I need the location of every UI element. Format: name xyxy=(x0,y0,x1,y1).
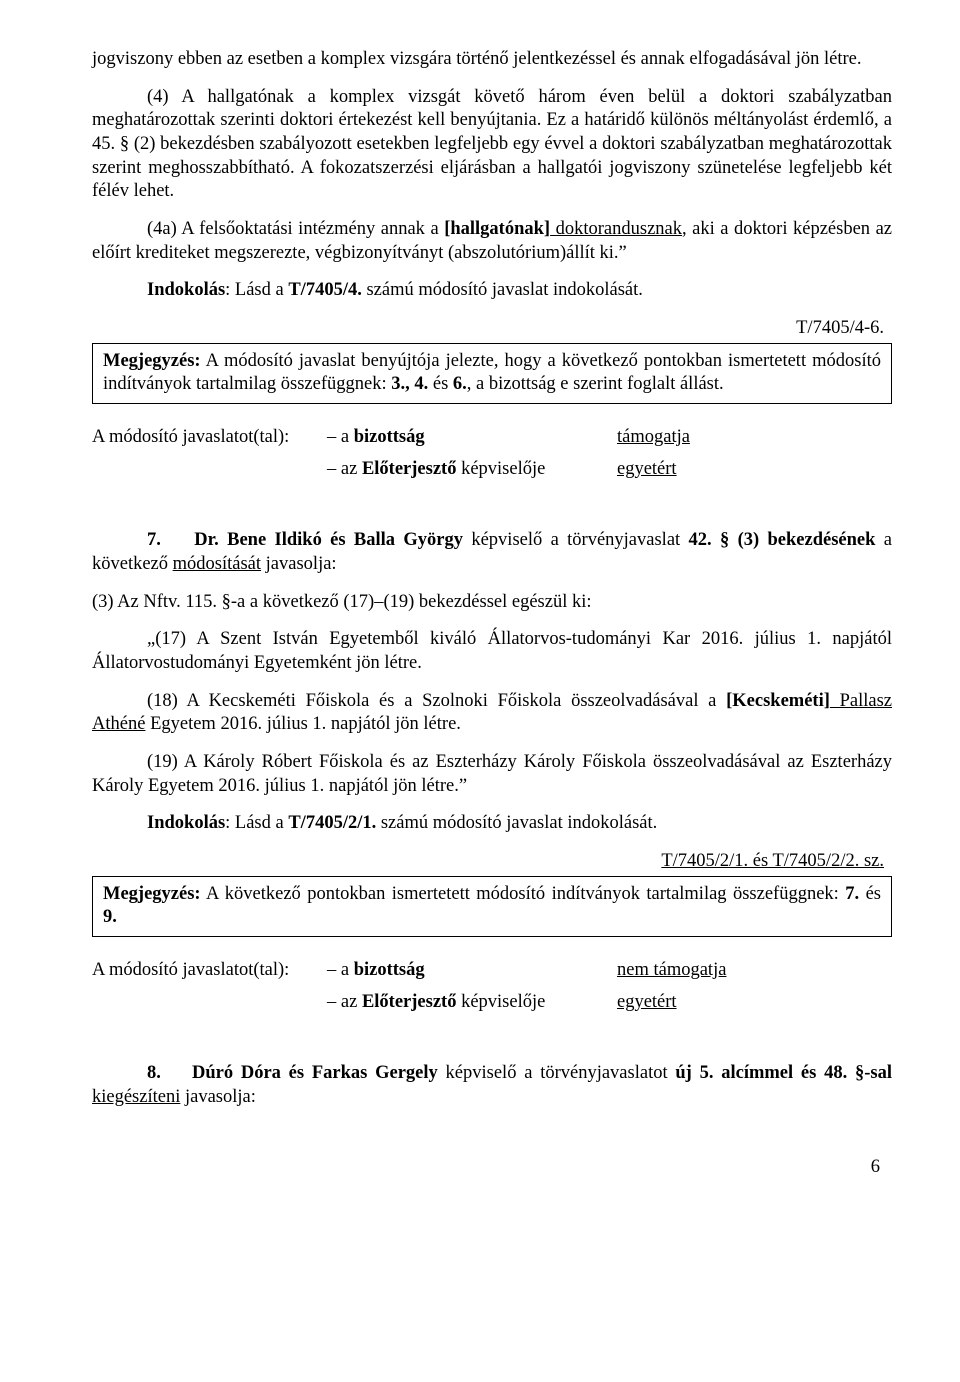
text: képviselő a törvényjavaslat xyxy=(463,530,689,550)
text-bold: 9. xyxy=(103,907,117,927)
vote-entity: – az Előterjesztő képviselője xyxy=(327,458,617,482)
text-underline: nem támogatja xyxy=(617,960,726,980)
text: és xyxy=(428,374,453,394)
text-underline: egyetért xyxy=(617,459,677,479)
text: képviselő a törvényjavaslatot xyxy=(438,1063,676,1083)
text-bold: T/7405/2/1. xyxy=(288,813,376,833)
text-bold: bizottság xyxy=(354,960,425,980)
reference-1: T/7405/4-6. xyxy=(92,317,884,341)
text: számú módosító javaslat indokolását. xyxy=(362,280,643,300)
vote-row-committee-2: A módosító javaslatot(tal): – a bizottsá… xyxy=(92,959,892,983)
text: javasolja: xyxy=(261,554,337,574)
vote-value: támogatja xyxy=(617,426,892,450)
text-bold: [hallgatónak] xyxy=(444,219,550,239)
note-text: Megjegyzés: A módosító javaslat benyújtó… xyxy=(103,350,881,397)
note-text: Megjegyzés: A következő pontokban ismert… xyxy=(103,883,881,930)
text-underline: egyetért xyxy=(617,992,677,1012)
text: (4a) A felsőoktatási intézmény annak a xyxy=(147,219,444,239)
vote-entity: – a bizottság xyxy=(327,959,617,983)
text-bold: Indokolás xyxy=(147,813,225,833)
indokolas-2: Indokolás: Lásd a T/7405/2/1. számú módo… xyxy=(92,812,892,836)
text: képviselője xyxy=(456,459,545,479)
text-underline: kiegészíteni xyxy=(92,1087,180,1107)
indokolas-1: Indokolás: Lásd a T/7405/4. számú módosí… xyxy=(92,279,892,303)
reference-2: T/7405/2/1. és T/7405/2/2. sz. xyxy=(92,850,884,874)
item-number: 8. xyxy=(147,1063,161,1083)
text: , a bizottság e szerint foglalt állást. xyxy=(467,374,724,394)
text: – az xyxy=(327,459,362,479)
item-8: 8. Dúró Dóra és Farkas Gergely képviselő… xyxy=(92,1062,892,1109)
vote-label: A módosító javaslatot(tal): xyxy=(92,426,327,450)
text-bold: [Kecskeméti] xyxy=(726,691,830,711)
item-7: 7. Dr. Bene Ildikó és Balla György képvi… xyxy=(92,529,892,576)
vote-entity: – a bizottság xyxy=(327,426,617,450)
text-underline: doktorandusznak xyxy=(550,219,682,239)
text-bold: Előterjesztő xyxy=(362,459,457,479)
text: : Lásd a xyxy=(225,280,288,300)
note-box-1: Megjegyzés: A módosító javaslat benyújtó… xyxy=(92,343,892,404)
paragraph-intro: jogviszony ebben az esetben a komplex vi… xyxy=(92,48,892,72)
text: A következő pontokban ismertetett módosí… xyxy=(201,884,846,904)
text-bold: bizottság xyxy=(354,427,425,447)
text: – az xyxy=(327,992,362,1012)
note-box-2: Megjegyzés: A következő pontokban ismert… xyxy=(92,876,892,937)
text-bold: T/7405/4. xyxy=(288,280,362,300)
paragraph-19: (19) A Károly Róbert Főiskola és az Eszt… xyxy=(92,751,892,798)
text-bold: 3., 4. xyxy=(391,374,428,394)
text-bold: 6. xyxy=(453,374,467,394)
text-bold: 7. xyxy=(845,884,859,904)
page-number: 6 xyxy=(92,1156,892,1180)
text-bold: Megjegyzés: xyxy=(103,884,201,904)
vote-value: egyetért xyxy=(617,991,892,1015)
text: (18) A Kecskeméti Főiskola és a Szolnoki… xyxy=(147,691,726,711)
text-bold: új 5. alcímmel és 48. §-sal xyxy=(675,1063,892,1083)
text-bold: Indokolás xyxy=(147,280,225,300)
text: Egyetem 2016. július 1. napjától jön lét… xyxy=(145,714,460,734)
paragraph-4a: (4a) A felsőoktatási intézmény annak a [… xyxy=(92,218,892,265)
vote-value: nem támogatja xyxy=(617,959,892,983)
vote-row-presenter-1: – az Előterjesztő képviselője egyetért xyxy=(92,458,892,482)
paragraph-17: „(17) A Szent István Egyetemből kiváló Á… xyxy=(92,628,892,675)
paragraph-4: (4) A hallgatónak a komplex vizsgát köve… xyxy=(92,86,892,204)
vote-label-empty xyxy=(92,458,327,482)
text: – a xyxy=(327,427,354,447)
vote-label-empty xyxy=(92,991,327,1015)
text-bold: 42. § (3) bekezdésének xyxy=(689,530,876,550)
paragraph-3-nftv: (3) Az Nftv. 115. §-a a következő (17)–(… xyxy=(92,591,892,615)
text-bold: Dúró Dóra és Farkas Gergely xyxy=(192,1063,438,1083)
vote-row-committee-1: A módosító javaslatot(tal): – a bizottsá… xyxy=(92,426,892,450)
paragraph-18: (18) A Kecskeméti Főiskola és a Szolnoki… xyxy=(92,690,892,737)
text-bold: Dr. Bene Ildikó és Balla György xyxy=(194,530,463,550)
text-underline: T/7405/2/1. és T/7405/2/2. sz. xyxy=(661,851,884,871)
text-underline: módosítását xyxy=(173,554,261,574)
text: – a xyxy=(327,960,354,980)
text-bold: Előterjesztő xyxy=(362,992,457,1012)
text: javasolja: xyxy=(180,1087,256,1107)
text: : Lásd a xyxy=(225,813,288,833)
vote-entity: – az Előterjesztő képviselője xyxy=(327,991,617,1015)
vote-row-presenter-2: – az Előterjesztő képviselője egyetért xyxy=(92,991,892,1015)
vote-value: egyetért xyxy=(617,458,892,482)
text: képviselője xyxy=(456,992,545,1012)
text: számú módosító javaslat indokolását. xyxy=(376,813,657,833)
item-number: 7. xyxy=(147,530,161,550)
text-underline: támogatja xyxy=(617,427,690,447)
vote-label: A módosító javaslatot(tal): xyxy=(92,959,327,983)
text-bold: Megjegyzés: xyxy=(103,351,201,371)
text: és xyxy=(859,884,881,904)
